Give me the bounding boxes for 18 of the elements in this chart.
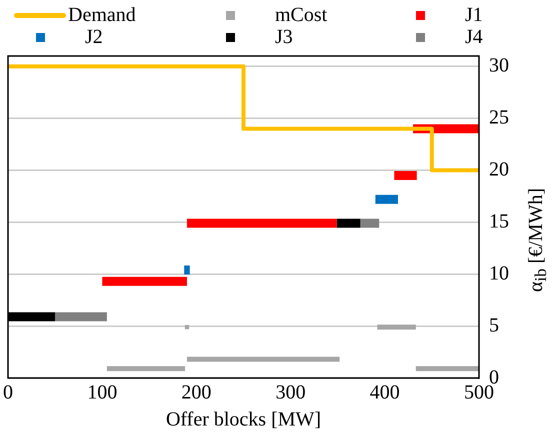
x-tick-label: 300 [276,381,306,404]
y-tick-label: 10 [489,262,509,284]
legend-label: J4 [465,26,483,48]
x-tick-label: 100 [87,381,118,404]
legend-label: Demand [68,4,136,26]
y-tick-label: 25 [489,106,509,129]
legend-label: J3 [275,26,293,48]
y-tick-label: 30 [489,54,509,77]
x-axis-title: Offer blocks [MW] [166,408,322,430]
y-tick-label: 15 [489,210,509,232]
legend-label: J1 [465,4,483,26]
x-tick-label: 0 [3,381,13,404]
y-tick-label: 20 [489,158,509,181]
legend-label: mCost [275,4,328,26]
legend-label: J2 [85,26,103,48]
x-tick-label: 400 [370,381,400,404]
x-tick-label: 200 [181,381,212,404]
y-tick-label: 5 [489,314,499,336]
